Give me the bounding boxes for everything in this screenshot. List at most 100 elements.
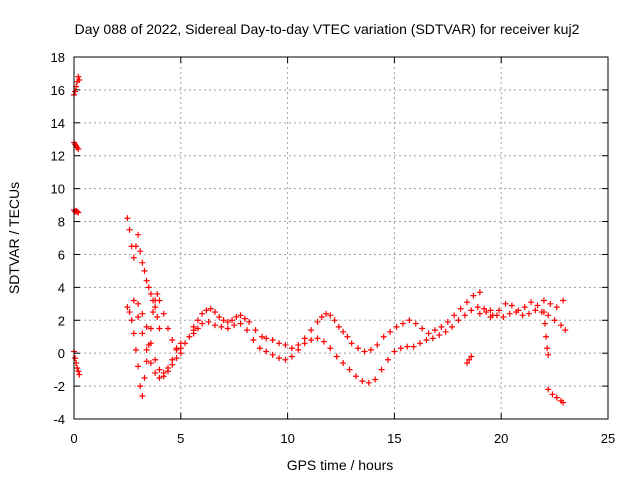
data-point [532, 307, 539, 314]
data-point [327, 345, 334, 352]
data-point [233, 313, 240, 320]
data-point [252, 327, 259, 334]
data-point [466, 356, 473, 363]
data-point [449, 323, 456, 330]
data-point [74, 208, 81, 215]
data-point [397, 345, 404, 352]
data-point [551, 317, 558, 324]
x-tick-label: 0 [70, 431, 77, 446]
data-point [288, 353, 295, 360]
data-point [461, 312, 468, 319]
data-point [160, 310, 167, 317]
data-point [269, 337, 276, 344]
y-tick-label: 14 [51, 116, 65, 131]
data-point [126, 309, 133, 316]
data-point [393, 323, 400, 330]
data-point [141, 267, 148, 274]
data-point [256, 345, 263, 352]
data-point [470, 292, 477, 299]
data-point [361, 348, 368, 355]
data-point [147, 340, 154, 347]
x-axis-label: GPS time / hours [287, 457, 394, 473]
data-point [314, 335, 321, 342]
grid-lines [74, 57, 608, 419]
data-point [547, 300, 554, 307]
series-early-low [71, 348, 83, 378]
data-point [474, 304, 481, 311]
data-point [288, 345, 295, 352]
data-point [218, 323, 225, 330]
y-tick-label: -4 [53, 412, 65, 427]
data-point [372, 376, 379, 383]
data-point [132, 243, 139, 250]
data-point [143, 346, 150, 353]
data-point [282, 341, 289, 348]
chart-title: Day 088 of 2022, Sidereal Day-to-day VTE… [75, 21, 580, 37]
y-tick-label: 8 [58, 215, 65, 230]
data-point [543, 333, 550, 340]
data-point [147, 360, 154, 367]
series-track-d [135, 300, 184, 376]
data-point [137, 383, 144, 390]
data-point [438, 323, 445, 330]
data-point [301, 340, 308, 347]
y-tick-label: 6 [58, 247, 65, 262]
data-point [425, 330, 432, 337]
data-point [314, 318, 321, 325]
data-point [199, 310, 206, 317]
data-point [464, 299, 471, 306]
data-point [399, 320, 406, 327]
data-point [323, 310, 330, 317]
data-point [169, 337, 176, 344]
data-point [126, 226, 133, 233]
data-points [71, 73, 569, 406]
data-point [540, 309, 547, 316]
data-point [451, 312, 458, 319]
data-point [318, 313, 325, 320]
y-tick-label: 10 [51, 182, 65, 197]
data-point [224, 325, 231, 332]
data-point [481, 305, 488, 312]
data-point [436, 332, 443, 339]
data-point [76, 371, 83, 378]
data-point [340, 328, 347, 335]
series-track-a [124, 215, 163, 332]
data-point [282, 356, 289, 363]
data-point [500, 313, 507, 320]
data-point [549, 391, 556, 398]
series-isolated [464, 353, 567, 406]
series-late-drop [540, 309, 552, 358]
data-point [173, 355, 180, 362]
data-point [534, 302, 541, 309]
data-point [156, 374, 163, 381]
data-point [519, 312, 526, 319]
data-point [72, 88, 79, 95]
data-point [205, 318, 212, 325]
data-point [525, 310, 532, 317]
data-point [139, 259, 146, 266]
data-point [75, 73, 82, 80]
data-point [327, 312, 334, 319]
data-point [553, 304, 560, 311]
data-point [545, 312, 552, 319]
data-point [143, 323, 150, 330]
data-point [139, 310, 146, 317]
data-point [560, 297, 567, 304]
data-point [367, 346, 374, 353]
data-point [263, 335, 270, 342]
data-point [220, 317, 227, 324]
data-point [528, 299, 535, 306]
data-point [164, 364, 171, 371]
data-point [404, 343, 411, 350]
data-point [384, 356, 391, 363]
data-point [320, 338, 327, 345]
data-point [229, 317, 236, 324]
data-point [169, 356, 176, 363]
data-point [493, 312, 500, 319]
data-point [487, 307, 494, 314]
data-point [340, 360, 347, 367]
data-point [359, 378, 366, 385]
data-point [135, 231, 142, 238]
data-point [139, 330, 146, 337]
